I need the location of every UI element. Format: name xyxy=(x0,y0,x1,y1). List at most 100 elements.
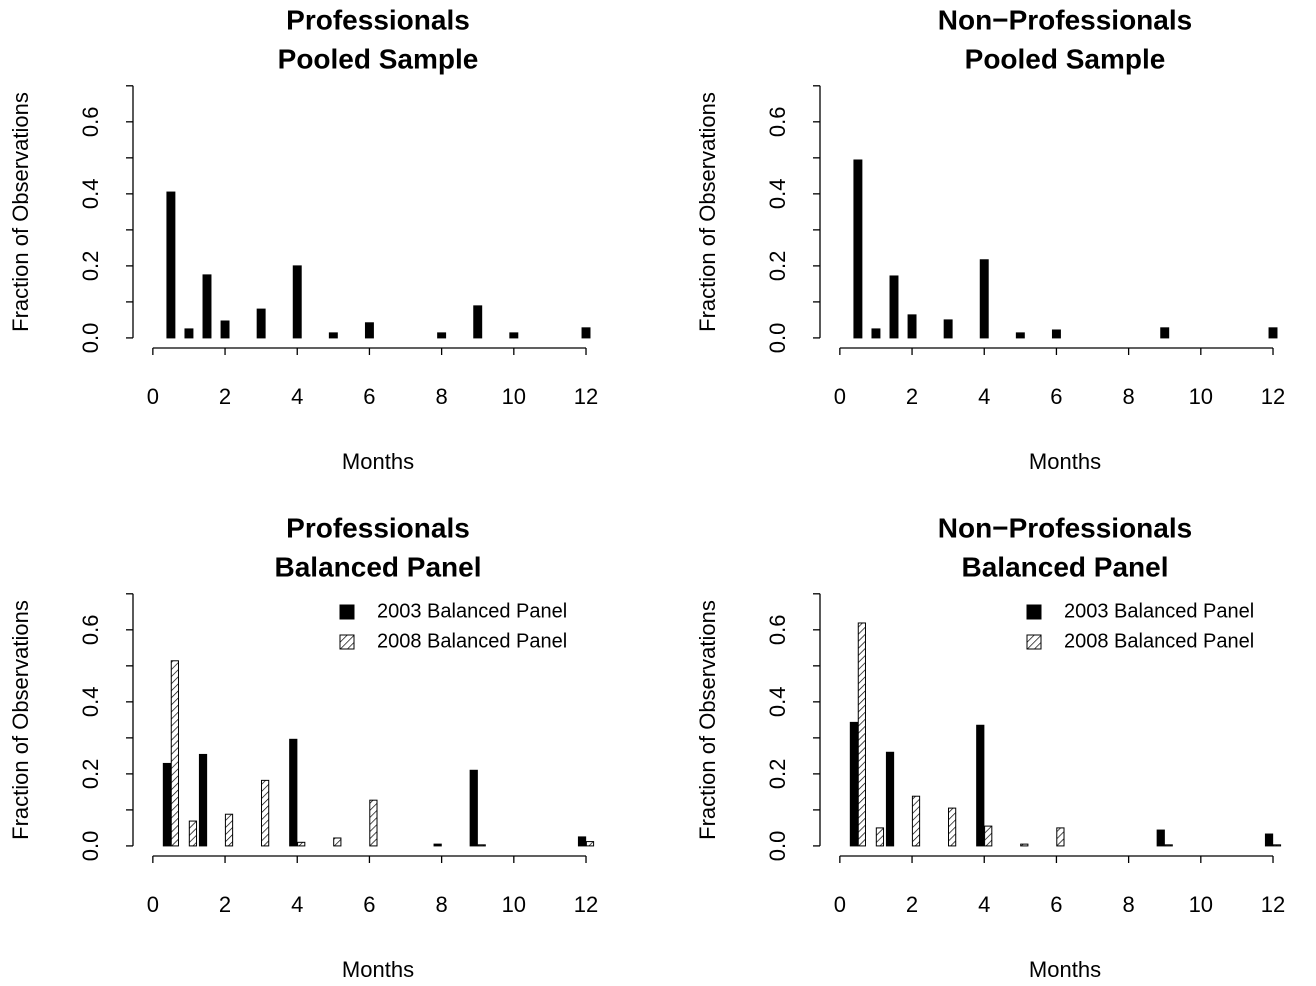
x-tick-label: 8 xyxy=(1123,892,1135,917)
x-tick-label: 8 xyxy=(436,892,448,917)
y-tick-label: 0.2 xyxy=(78,251,103,282)
bar xyxy=(889,275,899,339)
x-tick-label: 8 xyxy=(436,384,448,409)
x-tick-label: 0 xyxy=(147,384,159,409)
legend-swatch xyxy=(1026,634,1042,650)
bar xyxy=(1051,329,1061,339)
x-tick-label: 4 xyxy=(978,384,990,409)
x-axis-label: Months xyxy=(1029,449,1101,474)
bar xyxy=(979,259,989,339)
bar xyxy=(984,825,993,847)
chart-title: Non−Professionals xyxy=(938,4,1192,35)
bar xyxy=(477,844,486,847)
bar xyxy=(885,751,895,847)
chart-title: Balanced Panel xyxy=(275,551,482,582)
x-tick-label: 4 xyxy=(291,892,303,917)
bar xyxy=(333,837,342,847)
bar xyxy=(1264,833,1274,847)
legend-swatch xyxy=(339,604,355,620)
chart-title: Pooled Sample xyxy=(965,43,1166,74)
bar xyxy=(166,191,176,339)
legend-swatch xyxy=(339,634,355,650)
legend-label: 2008 Balanced Panel xyxy=(377,630,567,652)
bar xyxy=(907,314,917,339)
bar xyxy=(437,332,447,339)
legend-label: 2003 Balanced Panel xyxy=(1064,600,1254,622)
bar xyxy=(875,827,885,847)
x-tick-label: 10 xyxy=(502,892,526,917)
bar xyxy=(911,795,921,847)
y-tick-label: 0.0 xyxy=(765,323,790,354)
bar xyxy=(849,721,859,847)
bar xyxy=(857,622,866,847)
bar xyxy=(433,843,442,847)
y-axis-label: Fraction of Observations xyxy=(695,92,720,332)
x-tick-label: 2 xyxy=(219,384,231,409)
bar xyxy=(224,813,234,847)
y-tick-label: 0.0 xyxy=(765,831,790,862)
panel: Professionals Pooled Sample 0.0 0.2 0.4 0.6 0 2… xyxy=(8,4,598,473)
x-tick-label: 6 xyxy=(363,892,375,917)
y-axis-label: Fraction of Observations xyxy=(695,600,720,840)
legend-label: 2008 Balanced Panel xyxy=(1064,630,1254,652)
x-axis-label: Months xyxy=(342,449,414,474)
y-tick-label: 0.4 xyxy=(765,687,790,718)
x-tick-label: 6 xyxy=(1050,892,1062,917)
bar xyxy=(943,319,953,339)
legend-label: 2003 Balanced Panel xyxy=(377,600,567,622)
bar xyxy=(1056,827,1065,847)
x-tick-label: 12 xyxy=(1261,384,1285,409)
bar xyxy=(1156,829,1165,847)
y-tick-label: 0.2 xyxy=(78,759,103,790)
x-tick-label: 6 xyxy=(363,384,375,409)
x-tick-label: 12 xyxy=(574,384,598,409)
bar xyxy=(289,738,298,847)
bar xyxy=(162,762,172,847)
y-tick-label: 0.6 xyxy=(765,107,790,138)
bar xyxy=(369,799,378,847)
x-tick-label: 12 xyxy=(1261,892,1285,917)
y-tick-label: 0.0 xyxy=(78,323,103,354)
bar xyxy=(220,320,230,339)
bar xyxy=(202,274,212,339)
bar xyxy=(188,820,198,847)
chart-title: Pooled Sample xyxy=(278,43,479,74)
y-tick-label: 0.2 xyxy=(765,251,790,282)
bar xyxy=(976,724,985,847)
bar xyxy=(1160,327,1170,339)
y-tick-label: 0.4 xyxy=(78,687,103,718)
x-tick-label: 4 xyxy=(978,892,990,917)
x-tick-label: 12 xyxy=(574,892,598,917)
x-tick-label: 10 xyxy=(1189,384,1213,409)
chart-title: Non−Professionals xyxy=(938,512,1192,543)
x-tick-label: 2 xyxy=(906,892,918,917)
bar xyxy=(581,327,591,339)
y-tick-label: 0.0 xyxy=(78,831,103,862)
panel: Non−Professionals Balanced Panel 0.0 0.2 0.4… xyxy=(695,512,1285,981)
bar xyxy=(948,807,957,847)
bar xyxy=(577,836,587,847)
panel: Non−Professionals Pooled Sample 0.0 0.2 0.4 0… xyxy=(695,4,1285,473)
x-tick-label: 6 xyxy=(1050,384,1062,409)
x-tick-label: 0 xyxy=(834,384,846,409)
bar xyxy=(184,328,194,339)
y-tick-label: 0.4 xyxy=(78,179,103,210)
chart-title: Professionals xyxy=(286,512,470,543)
bar xyxy=(585,841,595,847)
x-tick-label: 0 xyxy=(147,892,159,917)
legend-swatch xyxy=(1026,604,1042,620)
bar xyxy=(328,332,338,339)
y-tick-label: 0.4 xyxy=(765,179,790,210)
x-tick-label: 2 xyxy=(906,384,918,409)
x-tick-label: 2 xyxy=(219,892,231,917)
y-axis-label: Fraction of Observations xyxy=(8,92,33,332)
bar xyxy=(256,308,266,339)
y-tick-label: 0.6 xyxy=(78,615,103,646)
bar xyxy=(473,305,483,339)
bar xyxy=(1272,844,1282,847)
y-tick-label: 0.6 xyxy=(765,615,790,646)
bar xyxy=(297,841,306,847)
chart-title: Balanced Panel xyxy=(962,551,1169,582)
panel: Professionals Balanced Panel 0.0 0.2 0.4 0.6 0… xyxy=(8,512,598,981)
